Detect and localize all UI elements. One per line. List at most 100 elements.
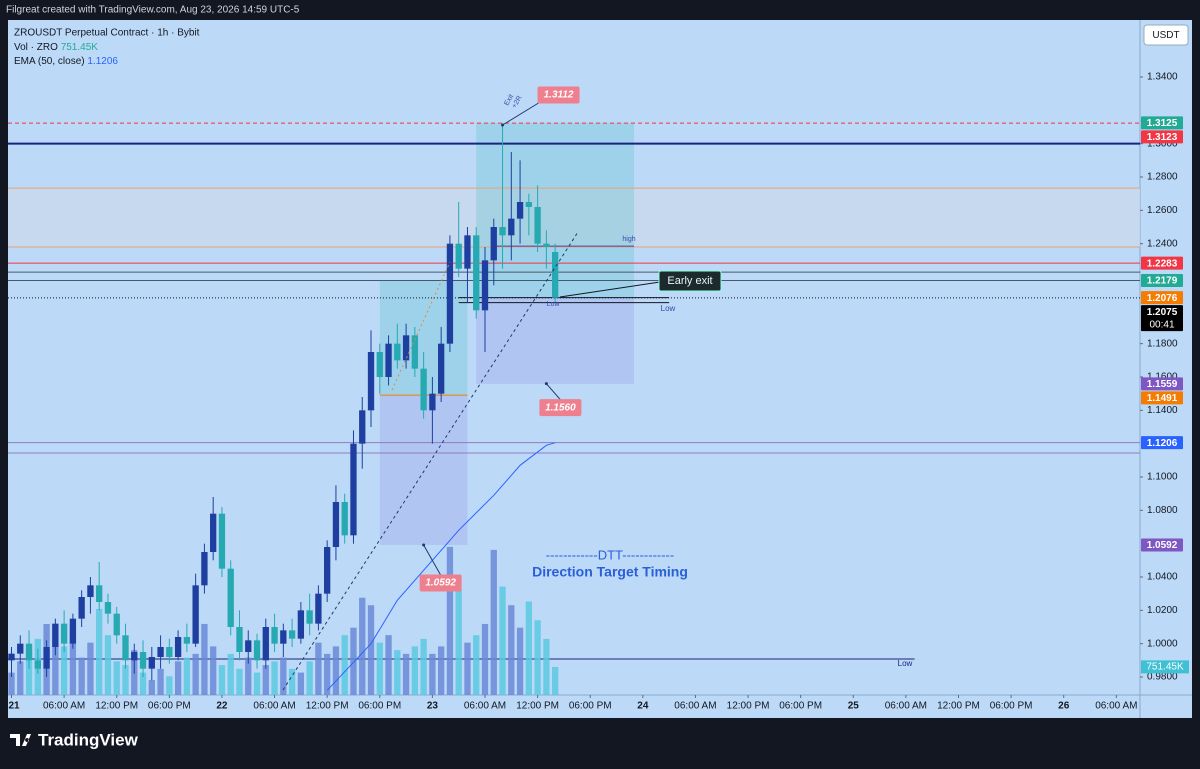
volume-bar [139,672,147,695]
candle-body [332,502,340,547]
volume-bar [394,650,401,695]
volume-bar [473,635,480,695]
candle-body [148,657,155,669]
volume-bar [420,638,427,695]
plot-area [8,122,1140,695]
x-tick-label: 06:00 PM [358,701,401,712]
volume-bar [534,620,541,695]
candle-body [297,610,305,639]
y-tick-label: 1.2800 [1147,172,1178,183]
price-label-box [1141,436,1183,450]
x-tick-label: 06:00 PM [148,701,191,712]
volume-bar [385,635,392,695]
volume-bar [192,653,199,695]
volume-bar [104,635,112,695]
candle-body [367,352,375,411]
candle-body [446,243,454,344]
candle-body [402,335,410,361]
volume-label-box [1141,660,1189,674]
note: Low [661,304,676,313]
x-tick-label: 06:00 PM [569,701,612,712]
volume-bar [359,597,366,695]
volume-bar [551,666,559,695]
candle-body [113,613,120,636]
price-label: 1.3123 [1147,132,1178,143]
ema-name: EMA (50, close) [14,56,85,67]
volume-bar [490,549,497,695]
candle-body [87,585,94,597]
candle-body [508,218,515,236]
logo-icon [10,734,31,746]
candle-body [17,643,24,654]
x-tick-label: 24 [637,701,649,712]
candle-body [245,640,252,652]
callout-anchor [501,123,505,127]
callout-anchor [422,543,426,547]
callout-line [559,281,661,298]
candle-body [183,637,191,644]
x-tick-label: 21 [8,701,20,712]
candle-body [236,627,243,652]
x-tick-label: 06:00 AM [1095,701,1137,712]
candle-body [122,635,129,661]
volume-name: Vol · ZRO [14,42,58,53]
price-label: 1.2076 [1147,293,1178,304]
price-label-box [1141,291,1183,305]
callout-box [537,86,580,104]
volume-bar [499,586,506,695]
candle-body [210,513,217,552]
candle-body [516,202,524,219]
price-label: 1.2283 [1147,258,1178,269]
volume-bar [60,646,68,695]
note: Direction Target Timing [532,564,688,580]
volume-bar [25,650,33,695]
countdown: 00:41 [1149,319,1174,330]
ema-value: 1.1206 [87,56,118,67]
price-label: 1.1206 [1147,438,1178,449]
volume-bar [157,668,164,695]
candle-body [8,653,15,661]
volume-label: 751.45K [1146,662,1184,673]
candle-body [262,627,269,661]
candle-body [455,243,462,269]
price-label-box [1141,274,1183,287]
candle-body [394,343,401,361]
price-label: 1.2179 [1147,276,1178,287]
volume-bar [455,590,462,695]
price-label-box [1141,305,1183,332]
candle-body [218,513,226,569]
x-tick-label: 25 [848,701,860,712]
candle-body [271,627,278,644]
volume-bar [271,661,278,695]
currency-button[interactable] [1143,24,1189,46]
candle-body [359,410,366,444]
candle-body [385,343,392,377]
callout-label: 1.1560 [545,402,576,413]
price-label-box [1141,130,1183,144]
volume-bar [210,646,217,695]
x-tick-label: 06:00 AM [885,701,927,712]
y-tick-label: 1.1600 [1147,372,1178,383]
y-tick-label: 1.3400 [1147,72,1178,83]
candle-body [174,637,182,657]
price-label: 1.0592 [1147,540,1178,551]
candle-body [525,202,532,207]
candle-body [253,640,261,661]
candle-body [429,393,436,411]
volume-bar [17,661,24,695]
candle-body [306,610,313,624]
x-tick-label: 06:00 PM [779,701,822,712]
volume-bar [525,601,532,695]
candle-body [534,207,541,244]
currency[interactable]: USDT [1152,30,1179,41]
volume-bar [446,546,454,695]
x-tick-label: 22 [216,701,228,712]
volume-bar [280,657,287,695]
y-tick-label: 0.9800 [1147,672,1178,683]
x-tick-label: 06:00 PM [990,701,1033,712]
note-box [658,270,722,292]
candle-body [543,243,550,247]
y-tick-label: 1.0000 [1147,638,1178,649]
volume-legend: Vol · ZRO 751.45K [14,42,98,53]
volume-value: 751.45K [61,42,99,53]
